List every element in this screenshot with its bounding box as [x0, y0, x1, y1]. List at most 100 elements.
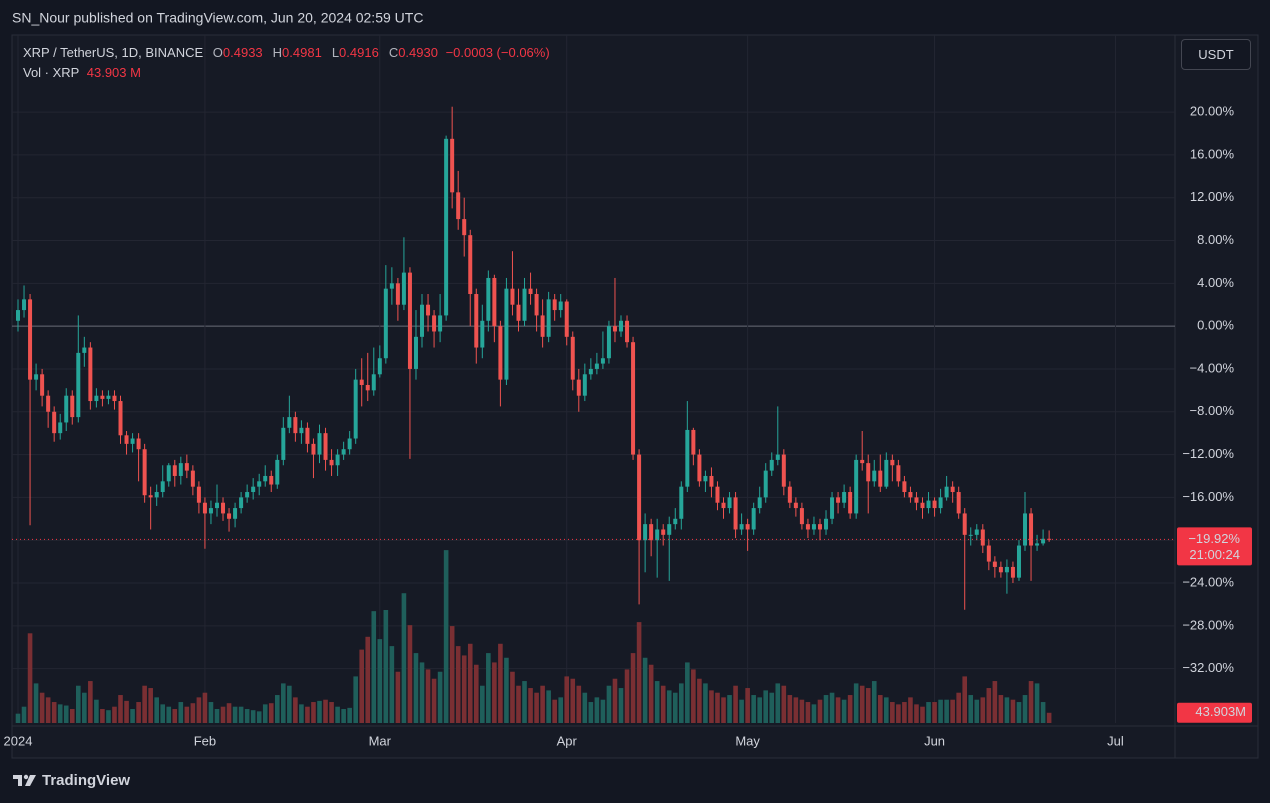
volume-bar — [703, 683, 708, 723]
last-volume-label: 43.903M — [1195, 704, 1246, 719]
volume-bar — [757, 697, 762, 723]
candle-body — [950, 486, 955, 493]
volume-bar — [600, 699, 606, 723]
volume-bar — [359, 649, 365, 723]
candle-body — [323, 433, 328, 460]
volume-bar — [329, 702, 334, 723]
volume-bar — [281, 683, 286, 723]
candle-body — [329, 459, 334, 466]
volume-bar — [220, 706, 226, 723]
volume-bar — [437, 671, 443, 723]
volume-bar — [739, 699, 744, 723]
volume-bar — [208, 702, 214, 723]
candle-body — [998, 566, 1003, 573]
candle-body — [860, 459, 865, 464]
candle-body — [769, 459, 774, 471]
candle-body — [70, 395, 75, 418]
candle-body — [486, 277, 491, 321]
candle-body — [944, 486, 949, 498]
candle-body — [142, 449, 147, 496]
volume-bar — [787, 695, 793, 723]
candle-body — [504, 288, 509, 380]
x-tick-label: 2024 — [4, 733, 33, 748]
volume-bar — [660, 685, 666, 723]
volume-bar — [88, 681, 93, 723]
candle-body — [257, 481, 262, 487]
volume-bar — [546, 690, 551, 723]
candle-body — [1004, 566, 1009, 573]
candle-body — [576, 379, 581, 396]
volume-bar — [540, 685, 545, 723]
volume-bar — [835, 697, 841, 723]
candle-body — [811, 524, 816, 530]
volume-bar — [805, 702, 811, 723]
volume-bar — [118, 695, 123, 723]
volume-bar — [287, 685, 292, 723]
volume-bar — [486, 653, 491, 723]
candle-body — [781, 454, 786, 487]
volume-bar — [679, 683, 684, 723]
volume-bar — [461, 655, 467, 723]
volume-bar — [630, 653, 636, 723]
candle-body — [926, 500, 931, 509]
volume-bar — [871, 681, 877, 723]
volume-bar — [473, 664, 479, 723]
candle-body — [510, 288, 515, 305]
candle-body — [293, 417, 298, 434]
candle-body — [281, 427, 286, 460]
volume-bar — [709, 690, 714, 723]
volume-bar — [15, 713, 21, 723]
candle-body — [908, 492, 913, 498]
candle-body — [88, 347, 93, 402]
volume-bar — [124, 700, 129, 723]
currency-button[interactable]: USDT — [1181, 39, 1251, 70]
candle-body — [546, 299, 551, 337]
candle-body — [848, 492, 853, 514]
candle-body — [896, 465, 901, 482]
candle-body — [474, 294, 479, 348]
ohlc-key: H — [272, 45, 283, 60]
candle-body — [1047, 538, 1052, 540]
volume-bar — [311, 702, 316, 723]
candle-body — [649, 524, 654, 541]
volume-bar — [250, 710, 256, 723]
volume-bar — [443, 550, 449, 723]
y-tick-label: −32.00% — [1182, 660, 1234, 675]
candle-body — [715, 486, 720, 503]
candle-body — [516, 304, 521, 321]
candle-body — [40, 374, 45, 396]
volume-bar — [859, 685, 865, 723]
last-price-label: −19.92% — [1188, 531, 1240, 546]
volume-bar — [998, 695, 1004, 723]
candle-body — [287, 417, 292, 428]
volume-bar — [274, 695, 280, 723]
volume-bar — [654, 681, 660, 723]
volume-bar — [214, 709, 220, 723]
candle-body — [377, 358, 382, 375]
volume-bar — [112, 706, 117, 723]
candle-body — [920, 502, 925, 509]
candle-body — [341, 449, 346, 455]
candle-body — [46, 395, 51, 412]
volume-bar — [733, 685, 738, 723]
candle-body — [775, 454, 780, 460]
volume-bar — [160, 704, 166, 723]
volume-bar — [63, 705, 69, 723]
candle-body — [317, 433, 322, 455]
candle-body — [600, 358, 605, 364]
candle-body — [94, 395, 99, 402]
y-tick-label: −8.00% — [1190, 403, 1235, 418]
candle-body — [799, 508, 804, 525]
candle-body — [631, 342, 636, 455]
volume-bar — [299, 704, 304, 723]
volume-bar — [317, 700, 322, 723]
y-tick-label: −24.00% — [1182, 574, 1234, 589]
candle-body — [371, 374, 376, 391]
volume-bar — [672, 692, 678, 723]
candle-body — [643, 524, 648, 541]
candle-body — [757, 497, 762, 509]
volume-bar — [847, 695, 853, 723]
volume-bar — [648, 664, 654, 723]
volume-bar — [570, 678, 576, 723]
volume-bar — [389, 646, 395, 723]
